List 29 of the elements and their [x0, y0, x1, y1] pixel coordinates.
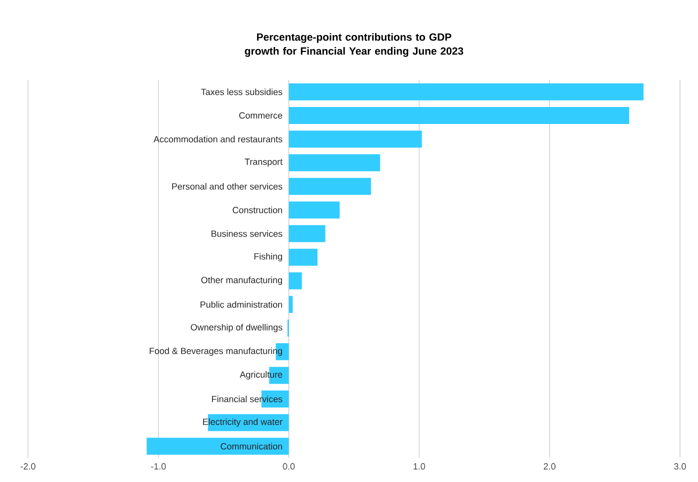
x-tick-label: 2.0: [544, 463, 556, 470]
bar: [288, 83, 644, 100]
y-tick-label: Public administration: [200, 301, 282, 308]
y-tick-label: Taxes less subsidies: [201, 88, 282, 96]
bar: [288, 272, 302, 290]
chart-title: Percentage-point contributions to GDP growth for Financial Year ending June 2023: [244, 33, 464, 57]
y-tick-label: Other manufacturing: [201, 276, 282, 285]
bar: [288, 130, 422, 148]
bar: [288, 201, 340, 218]
y-tick-label: Business services: [212, 230, 282, 237]
x-tick-label: -1.0: [151, 463, 166, 470]
y-tick-label: Ownership of dwellings: [190, 324, 282, 332]
bar: [146, 438, 289, 455]
y-tick-label: Transport: [244, 158, 283, 167]
bar: [288, 178, 371, 195]
y-tick-label: Communication: [220, 442, 282, 450]
x-tick-label: 3.0: [674, 463, 686, 470]
y-tick-label: Commerce: [239, 112, 282, 119]
x-tick-label: 1.0: [414, 463, 426, 470]
y-tick-label: Personal and other services: [172, 183, 282, 190]
bar: [288, 248, 318, 266]
bar: [288, 154, 380, 172]
bar: [288, 106, 630, 124]
y-tick-label: Accommodation and restaurants: [154, 136, 282, 142]
x-tick-label: -2.0: [20, 463, 36, 470]
y-tick-label: Construction: [232, 206, 282, 214]
bar: [288, 225, 326, 242]
x-tick-label: 0.0: [282, 463, 295, 470]
y-tick-label: Fishing: [254, 253, 282, 262]
